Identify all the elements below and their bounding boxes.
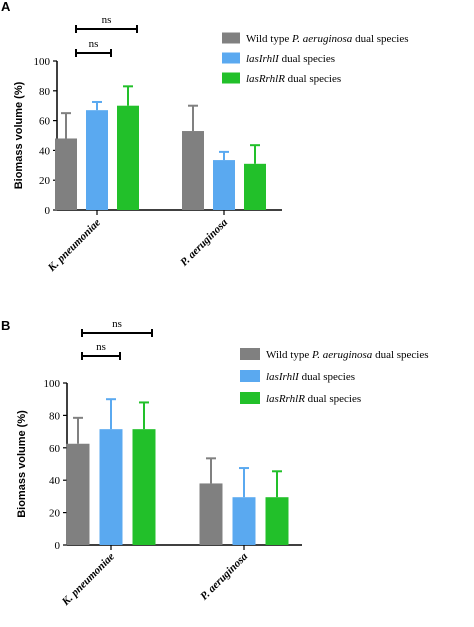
y-tick-label: 40 <box>39 145 51 157</box>
bar <box>199 483 223 545</box>
bar <box>55 138 77 210</box>
panel-a: A 0 20 40 60 80 100 Biomass volume (%) K. pneum… <box>1 0 409 275</box>
legend-swatch <box>240 370 260 382</box>
legend-label-suffix: dual species <box>299 371 355 383</box>
legend-label: lasRrhlR dual species <box>266 393 361 405</box>
significance-label: ns <box>89 38 99 50</box>
y-tick-label: 20 <box>39 175 51 187</box>
x-category-label: P. aeruginosa <box>178 216 230 268</box>
x-category-label: K. pneumoniae <box>59 551 117 609</box>
y-tick-label: 0 <box>45 205 51 217</box>
y-tick-label: 60 <box>49 443 61 455</box>
legend-label-italic: P. aeruginosa <box>291 33 353 45</box>
legend-label-italic: lasRrhlR <box>246 73 285 85</box>
y-tick-label: 40 <box>49 475 61 487</box>
bar <box>132 429 156 545</box>
bar <box>265 497 289 545</box>
bar <box>99 429 123 545</box>
legend-swatch <box>222 32 240 44</box>
panel-b-letter: B <box>1 318 10 333</box>
panel-a-plot: 0 20 40 60 80 100 Biomass volume (%) K. pneumon… <box>13 14 282 275</box>
panel-b-plot: 0 20 40 60 80 100 Biomass volume (%) K. pneumon… <box>16 318 302 609</box>
significance-label: ns <box>96 341 106 353</box>
bar <box>66 443 90 545</box>
panel-a-letter: A <box>1 0 11 14</box>
y-axis-title: Biomass volume (%) <box>13 81 25 189</box>
bar <box>232 497 256 545</box>
legend-label-prefix: Wild type <box>246 33 292 45</box>
legend-label-italic: lasIrhlI <box>246 53 280 65</box>
legend-label: lasIrhlI dual species <box>246 53 335 65</box>
x-category-label: K. pneumoniae <box>45 217 103 275</box>
legend-label-italic: lasRrhlR <box>266 393 305 405</box>
panel-b: B 0 20 40 60 80 100 Biomass volume (%) K. pneum… <box>1 318 429 609</box>
legend-label-suffix: dual species <box>372 349 428 361</box>
y-axis-title: Biomass volume (%) <box>16 410 28 518</box>
legend-label: Wild type P. aeruginosa dual species <box>246 33 409 45</box>
bar <box>182 131 204 210</box>
y-tick-label: 100 <box>44 378 61 390</box>
y-tick-label: 0 <box>55 540 61 552</box>
legend-label: lasIrhlI dual species <box>266 371 355 383</box>
bar <box>213 160 235 210</box>
legend-swatch <box>240 348 260 360</box>
legend-label-suffix: dual species <box>352 33 408 45</box>
legend-swatch <box>222 72 240 84</box>
y-tick-label: 80 <box>39 86 51 98</box>
legend-label-prefix: Wild type <box>266 349 312 361</box>
legend-label-suffix: dual species <box>285 73 341 85</box>
panel-a-legend: Wild type P. aeruginosa dual specieslasI… <box>222 32 409 85</box>
bar <box>244 163 266 210</box>
y-tick-label: 100 <box>34 56 51 68</box>
legend-label-italic: P. aeruginosa <box>311 349 373 361</box>
legend-swatch <box>240 392 260 404</box>
x-category-label: P. aeruginosa <box>198 550 250 602</box>
bar <box>117 105 139 210</box>
legend-swatch <box>222 52 240 64</box>
legend-label-suffix: dual species <box>305 393 361 405</box>
significance-label: ns <box>112 318 122 330</box>
y-tick-label: 20 <box>49 508 61 520</box>
legend-label: Wild type P. aeruginosa dual species <box>266 349 429 361</box>
bar <box>86 110 108 210</box>
y-tick-label: 80 <box>49 410 61 422</box>
legend-label-suffix: dual species <box>279 53 335 65</box>
legend-label: lasRrhlR dual species <box>246 73 341 85</box>
panel-b-legend: Wild type P. aeruginosa dual specieslasI… <box>240 348 429 405</box>
y-tick-label: 60 <box>39 116 51 128</box>
legend-label-italic: lasIrhlI <box>266 371 300 383</box>
significance-label: ns <box>102 14 112 26</box>
